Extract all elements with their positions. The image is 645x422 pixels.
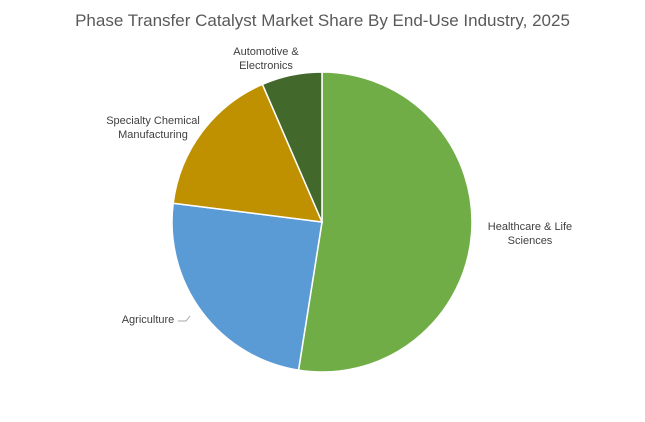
slice-label-specialty-chemical-manufacturing: Specialty Chemical Manufacturing [106,115,200,141]
pie-slice-agriculture [171,202,323,372]
slice-label-automotive-and-electronics: Automotive & Electronics [233,46,299,72]
slice-label-healthcare-and-life-sciences: Healthcare & Life Sciences [488,221,572,247]
chart-title: Phase Transfer Catalyst Market Share By … [75,11,570,30]
pie-slice-specialty-chemical-manufacturing [172,83,324,223]
pie-slice-automotive-and-electronics [261,71,323,223]
leader-line-agriculture [178,315,191,322]
pie-slice-healthcare-and-life-sciences [297,71,473,373]
slice-label-agriculture: Agriculture [122,314,175,326]
